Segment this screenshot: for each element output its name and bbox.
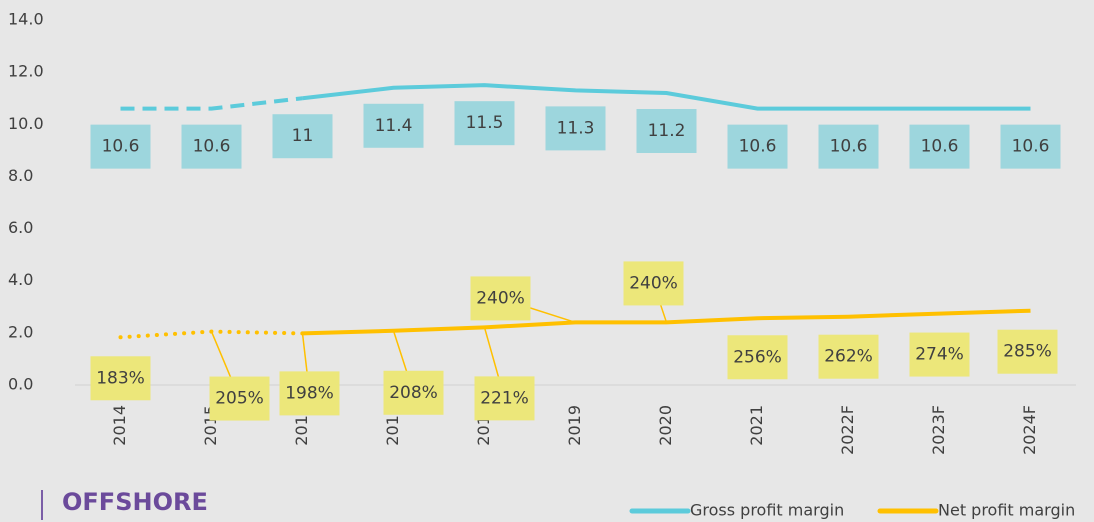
legend-label: Net profit margin [938,501,1075,520]
x-tick-label: 2014 [110,405,129,446]
data-label-box [363,103,424,148]
y-tick-label: 2.0 [8,322,33,341]
x-tick-label: 2019 [565,405,584,446]
data-label-box [383,370,444,415]
data-label-box [727,335,788,380]
x-tick-label: 2020 [656,405,675,446]
line [120,96,303,111]
x-tick-label: 2024F [1020,405,1039,455]
data-label: 198% [285,383,334,403]
data-label-box [90,124,151,169]
data-label: 285% [1003,342,1052,362]
data-label-box [209,376,270,421]
data-label: 183% [96,368,145,388]
data-label: 10.6 [102,137,140,157]
data-label: 240% [476,288,525,308]
data-label: 274% [915,345,964,365]
x-tick-label: 2022F [838,405,857,455]
data-label-box [909,332,970,377]
x-tick-label: 2021 [747,405,766,446]
data-label: 262% [824,347,873,367]
data-label: 221% [480,388,529,408]
data-label-box [636,109,697,153]
y-tick-label: 0.0 [8,375,33,394]
y-tick-label: 10.0 [8,114,44,133]
y-tick-label: 12.0 [8,62,44,81]
data-label: 11.5 [466,113,504,133]
data-label-box [279,371,340,416]
data-label-box [454,101,515,146]
data-label: 11.4 [375,116,413,136]
data-label: 208% [389,383,438,403]
data-label: 11.3 [557,118,595,138]
data-label-box [818,124,879,169]
data-label: 10.6 [921,137,959,157]
y-tick-label: 4.0 [8,270,33,289]
data-label: 10.6 [830,137,868,157]
data-label-box [545,106,606,151]
legend-label: Gross profit margin [690,501,844,520]
line [302,308,1031,336]
data-label-box [909,124,970,169]
y-tick-label: 8.0 [8,166,33,185]
data-label-box [623,261,684,306]
data-label: 11 [292,126,314,146]
data-label: 11.2 [648,121,686,141]
data-label-box [470,276,531,321]
data-label: 10.6 [739,137,777,157]
data-label-box [727,124,788,169]
data-label: 205% [215,389,264,409]
data-label: 10.6 [193,137,231,157]
y-tick-label: 6.0 [8,218,33,237]
data-label-box [181,124,242,169]
x-tick-label: 2017 [383,405,402,446]
data-label-box [474,376,535,421]
line [302,83,1031,111]
y-tick-label: 14.0 [8,10,44,29]
x-tick-label: 2023F [929,405,948,455]
data-label-box [997,329,1058,374]
data-label: 256% [733,347,782,367]
logo: OFFSHORE [62,488,208,516]
data-label-box [1000,124,1061,169]
data-label-box [272,114,333,159]
data-label: 240% [629,273,678,293]
data-label: 10.6 [1012,137,1050,157]
data-label-box [90,356,151,401]
data-label-box [818,334,879,379]
